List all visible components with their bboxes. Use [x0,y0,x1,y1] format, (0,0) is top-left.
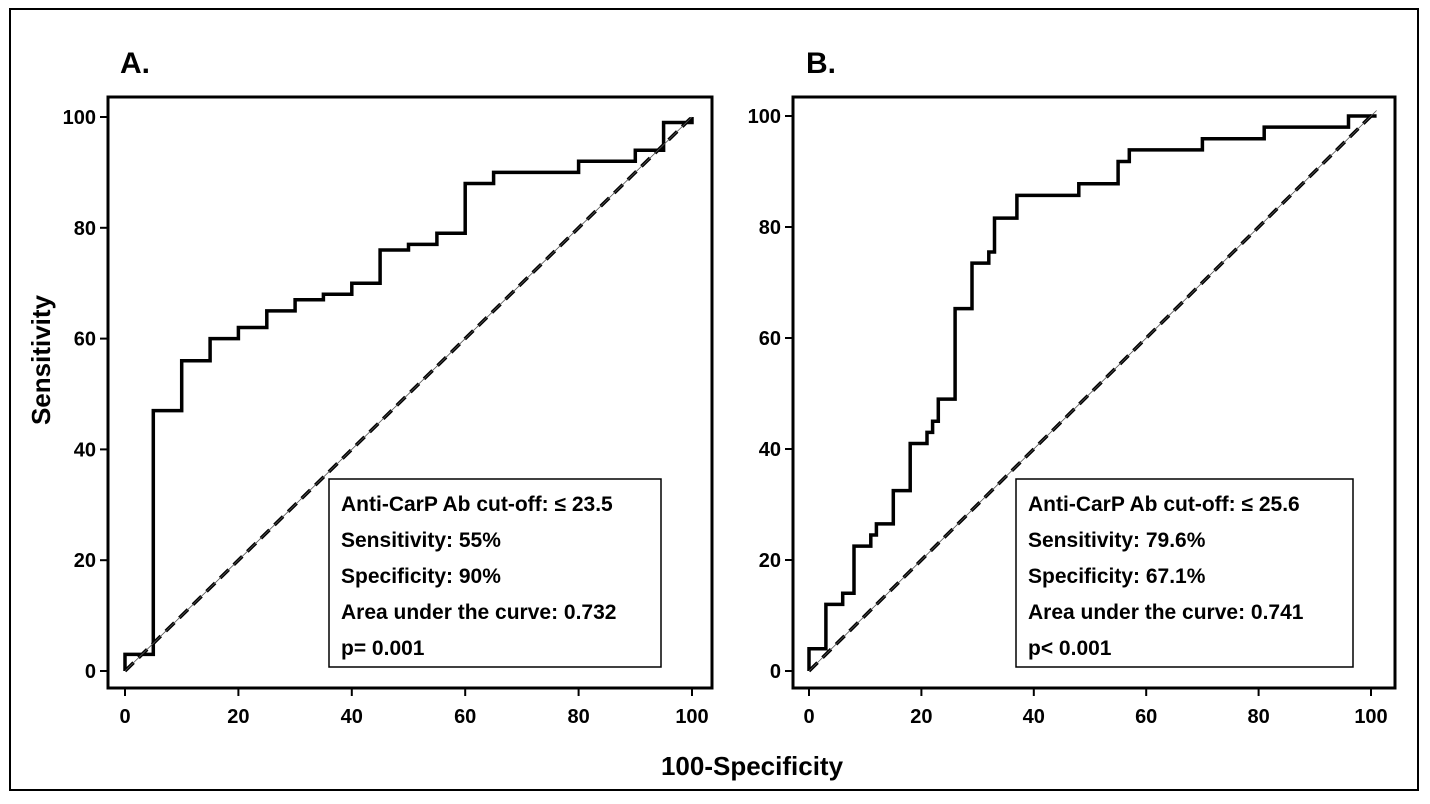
panel-a-stats-line: Anti-CarP Ab cut-off: ≤ 23.5 [341,493,613,516]
panel-a-reference-diagonal-dotted [124,116,693,672]
panel-b-y-tick-label: 0 [770,661,781,683]
panel-a-y-tick-label: 100 [63,107,96,129]
panel-b: B. 0 20 40 60 80 100 0 20 40 60 80 100 Anti-CarP Ab c… [748,47,1397,728]
panel-b-x-tick-label: 0 [803,706,814,728]
panel-b-x-tick-label: 80 [1247,706,1269,728]
panel-a-stats-line: Area under the curve: 0.732 [341,601,616,624]
panel-b-stats-line: p< 0.001 [1028,637,1112,660]
panel-b-y-tick-label: 80 [759,217,781,239]
panel-a-label: A. [120,47,150,80]
panel-b-y-tick-label: 40 [759,439,781,461]
panel-a-y-tick-label: 40 [74,439,96,461]
y-axis-title: Sensitivity [26,294,56,425]
panel-b-plot-frame [791,95,1397,690]
panel-b-x-tick-label: 20 [910,706,932,728]
panel-a-stats-line: p= 0.001 [341,637,425,660]
panel-b-stats-line: Sensitivity: 79.6% [1028,529,1206,552]
panel-a-y-tick-label: 0 [85,661,96,683]
panel-a-x-tick-label: 100 [675,706,708,728]
panel-a-x-tick-label: 0 [119,706,130,728]
panel-a-x-tick-label: 60 [454,706,476,728]
panel-a-x-tick-label: 80 [567,706,589,728]
panel-b-y-tick-label: 60 [759,328,781,350]
panel-a-stats-line: Specificity: 90% [341,565,501,588]
panel-a-y-tick-label: 80 [74,218,96,240]
panel-a-roc-curve [123,117,694,671]
panel-a-y-tick-label: 60 [74,329,96,351]
panel-b-roc-curve [807,114,1377,671]
panel-b-x-tick-label: 40 [1023,706,1045,728]
panel-b-stats-line: Anti-CarP Ab cut-off: ≤ 25.6 [1028,493,1300,516]
panel-a-y-tick-label: 20 [74,550,96,572]
panel-a-x-tick-label: 40 [341,706,363,728]
panel-a-stats-box [328,478,662,668]
panel-b-stats-box [1015,478,1354,668]
panel-a-x-tick-label: 20 [227,706,249,728]
panel-a-stats-line: Sensitivity: 55% [341,529,501,552]
panel-b-y-tick-label: 20 [759,550,781,572]
panel-b-reference-diagonal-dotted [808,110,1377,672]
panel-b-stats-line: Area under the curve: 0.741 [1028,601,1304,624]
panel-b-x-tick-label: 60 [1135,706,1157,728]
panel-a: A. 0 20 40 60 80 100 0 20 40 60 80 100 Anti-CarP Ab c… [63,47,714,728]
panel-b-y-tick-label: 100 [748,106,781,128]
figure-border [9,8,1419,791]
panel-a-plot-frame [106,95,714,690]
x-axis-title: 100-Specificity [661,751,844,781]
panel-b-label: B. [806,47,836,80]
panel-b-stats-line: Specificity: 67.1% [1028,565,1206,588]
panel-b-x-tick-label: 100 [1354,706,1387,728]
